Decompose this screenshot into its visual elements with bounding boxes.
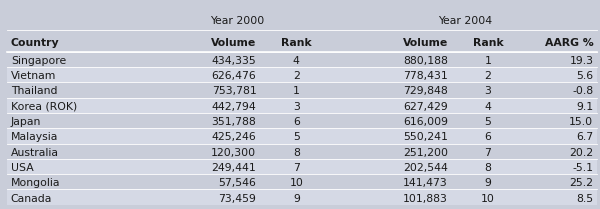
Text: 4: 4	[484, 102, 491, 112]
Text: 8: 8	[484, 163, 491, 173]
Text: 8.5: 8.5	[576, 194, 593, 204]
Bar	[7, 159, 597, 174]
Text: Mongolia: Mongolia	[11, 178, 60, 188]
Text: Japan: Japan	[11, 117, 41, 127]
Text: 880,188: 880,188	[403, 56, 448, 66]
Text: -0.8: -0.8	[572, 87, 593, 96]
Text: 5: 5	[484, 117, 491, 127]
Bar	[7, 144, 597, 159]
Text: 10: 10	[481, 194, 495, 204]
Bar	[7, 174, 597, 190]
Text: 4: 4	[293, 56, 300, 66]
Text: 9: 9	[293, 194, 300, 204]
Text: 6: 6	[293, 117, 300, 127]
Bar	[7, 113, 597, 128]
Bar	[7, 190, 597, 205]
Text: Rank: Rank	[473, 38, 503, 48]
Text: 249,441: 249,441	[212, 163, 256, 173]
Text: 616,009: 616,009	[403, 117, 448, 127]
Text: 434,335: 434,335	[212, 56, 256, 66]
Text: 1: 1	[293, 87, 300, 96]
Text: 442,794: 442,794	[212, 102, 256, 112]
Bar	[7, 128, 597, 144]
Text: 141,473: 141,473	[403, 178, 448, 188]
Text: 753,781: 753,781	[212, 87, 256, 96]
Text: 15.0: 15.0	[569, 117, 593, 127]
Text: 120,300: 120,300	[211, 148, 256, 158]
Text: 627,429: 627,429	[403, 102, 448, 112]
Text: 6.7: 6.7	[576, 132, 593, 142]
Bar	[7, 30, 597, 52]
Text: 2: 2	[293, 71, 300, 81]
Text: 9: 9	[484, 178, 491, 188]
Text: 351,788: 351,788	[212, 117, 256, 127]
Bar	[7, 82, 597, 98]
Text: 729,848: 729,848	[403, 87, 448, 96]
Text: Thailand: Thailand	[11, 87, 58, 96]
Text: Vietnam: Vietnam	[11, 71, 56, 81]
Text: 101,883: 101,883	[403, 194, 448, 204]
Text: Australia: Australia	[11, 148, 59, 158]
Text: 3: 3	[293, 102, 300, 112]
Text: 550,241: 550,241	[403, 132, 448, 142]
Text: 251,200: 251,200	[403, 148, 448, 158]
Text: 3: 3	[484, 87, 491, 96]
Text: 7: 7	[293, 163, 300, 173]
Text: 25.2: 25.2	[569, 178, 593, 188]
Text: Malaysia: Malaysia	[11, 132, 58, 142]
Text: Country: Country	[11, 38, 59, 48]
Text: AARG %: AARG %	[545, 38, 593, 48]
Text: Rank: Rank	[281, 38, 311, 48]
Text: Volume: Volume	[211, 38, 256, 48]
Text: Year 2004: Year 2004	[438, 16, 492, 26]
Text: 8: 8	[293, 148, 300, 158]
Text: 20.2: 20.2	[569, 148, 593, 158]
Text: Canada: Canada	[11, 194, 52, 204]
Text: 57,546: 57,546	[218, 178, 256, 188]
Text: 73,459: 73,459	[218, 194, 256, 204]
Text: 9.1: 9.1	[576, 102, 593, 112]
Bar	[7, 67, 597, 82]
Text: Year 2000: Year 2000	[210, 16, 264, 26]
Text: 5: 5	[293, 132, 300, 142]
Text: 5.6: 5.6	[576, 71, 593, 81]
Text: 202,544: 202,544	[403, 163, 448, 173]
Text: 626,476: 626,476	[212, 71, 256, 81]
Text: 6: 6	[484, 132, 491, 142]
Text: Volume: Volume	[403, 38, 448, 48]
Text: 1: 1	[484, 56, 491, 66]
Bar	[7, 98, 597, 113]
Text: 7: 7	[484, 148, 491, 158]
Text: Korea (ROK): Korea (ROK)	[11, 102, 77, 112]
Text: 19.3: 19.3	[569, 56, 593, 66]
Text: 2: 2	[484, 71, 491, 81]
Text: -5.1: -5.1	[572, 163, 593, 173]
Text: 778,431: 778,431	[403, 71, 448, 81]
Bar	[7, 52, 597, 67]
Text: Singapore: Singapore	[11, 56, 66, 66]
Bar	[7, 8, 597, 30]
Text: 425,246: 425,246	[212, 132, 256, 142]
Text: USA: USA	[11, 163, 34, 173]
Text: 10: 10	[289, 178, 303, 188]
